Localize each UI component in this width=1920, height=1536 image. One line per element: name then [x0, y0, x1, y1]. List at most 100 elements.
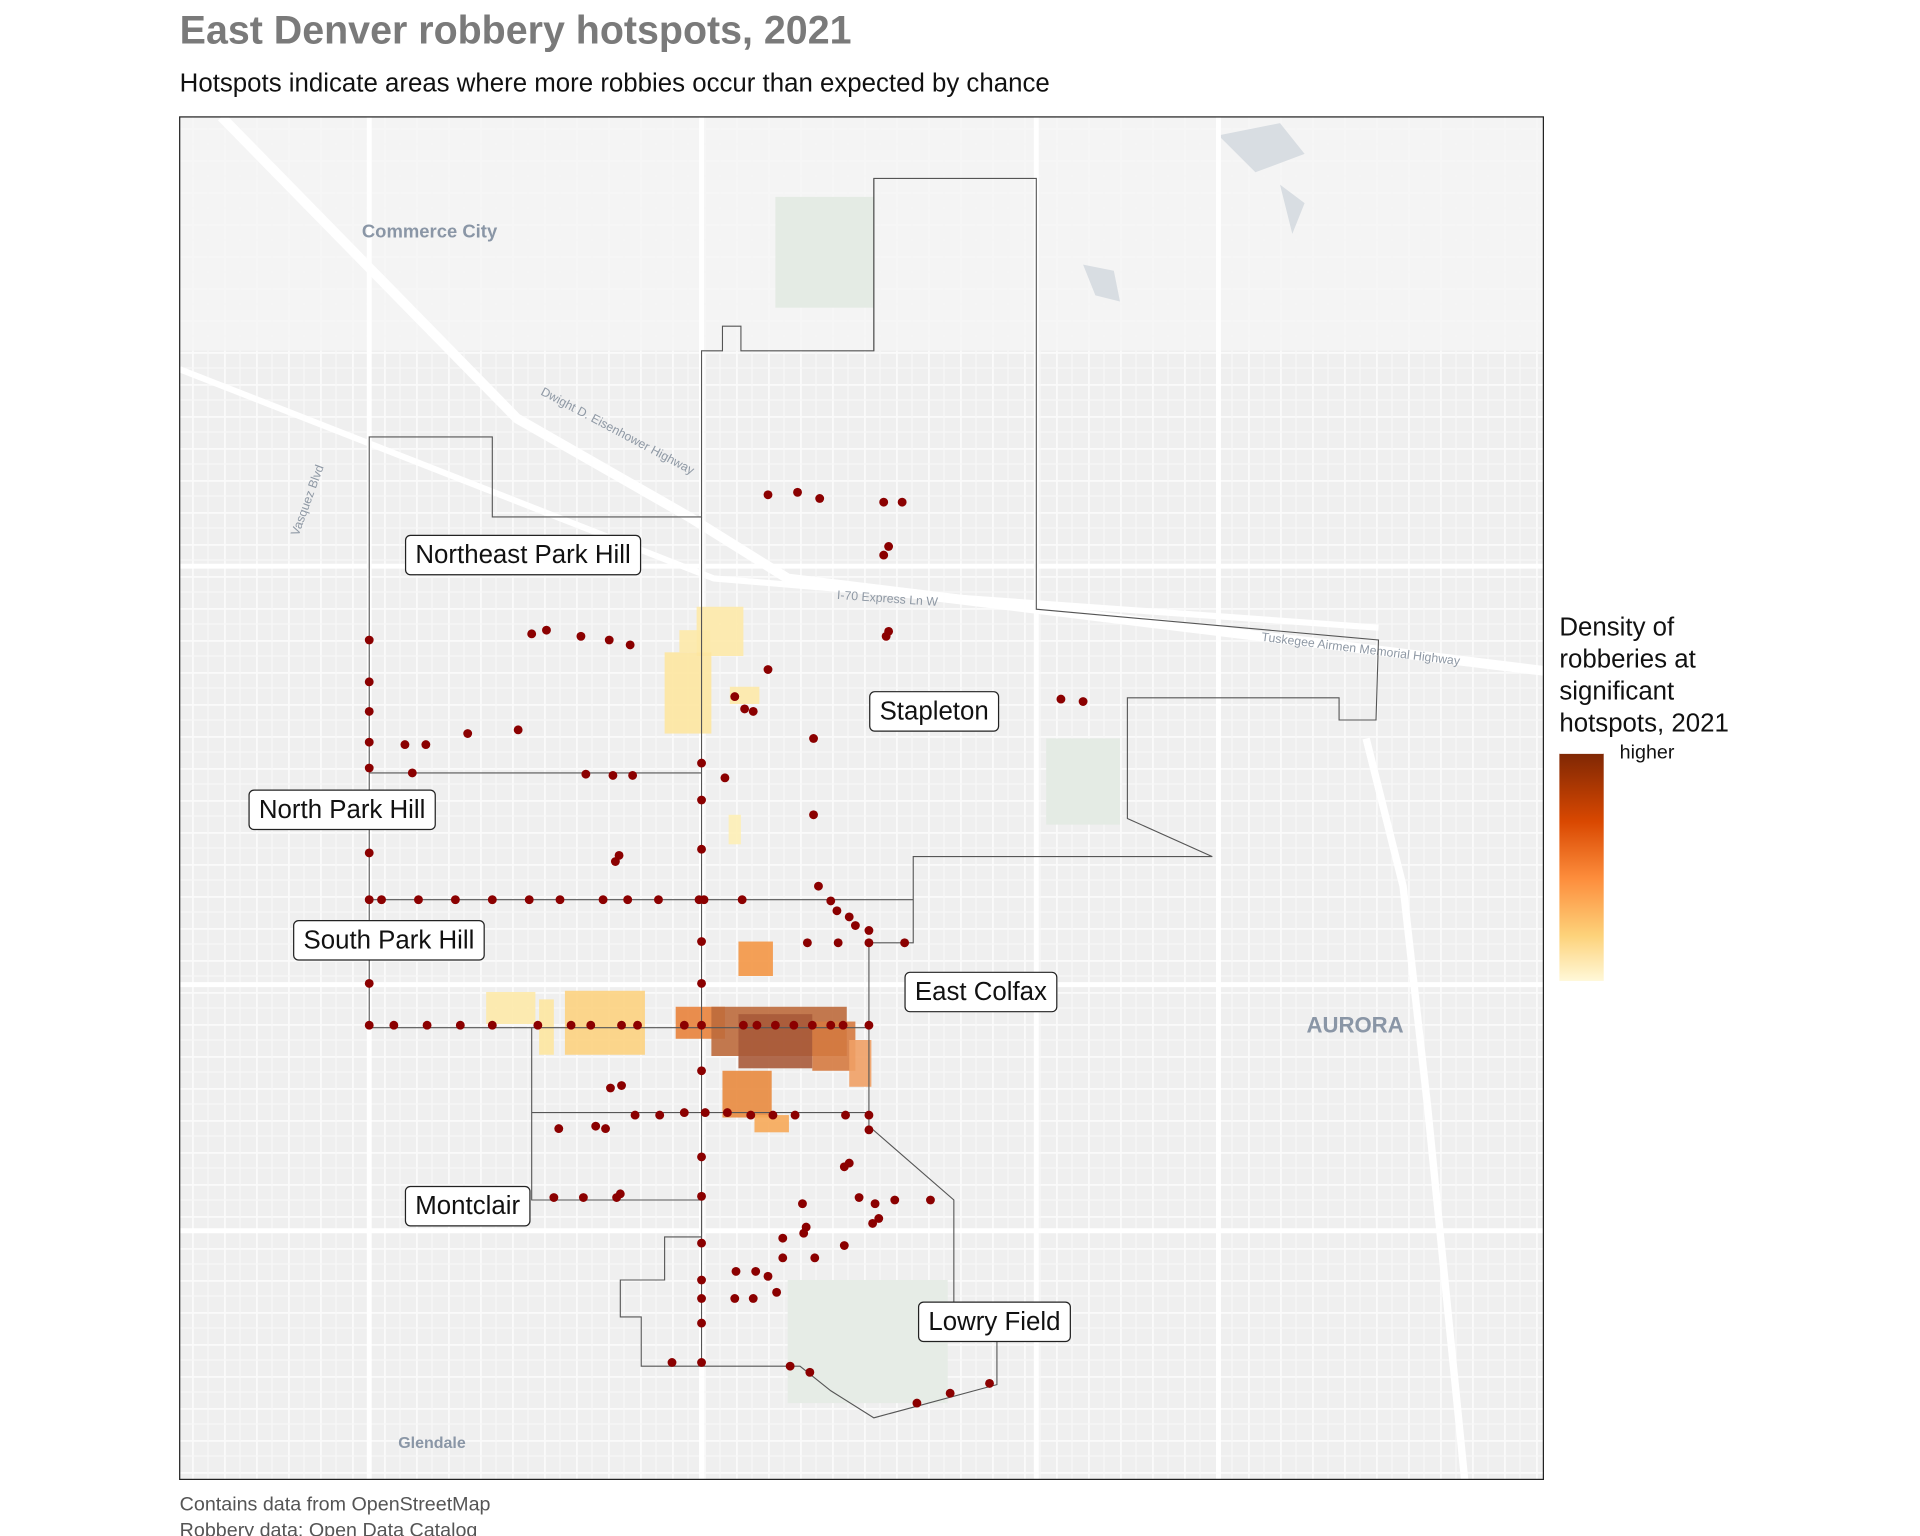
- robbery-point: [985, 1378, 994, 1388]
- robbery-point: [576, 631, 586, 641]
- caption: Contains data from OpenStreetMap: [180, 1493, 491, 1515]
- robbery-point: [805, 1367, 815, 1377]
- robbery-point: [407, 768, 417, 778]
- robbery-point: [751, 1266, 761, 1276]
- robbery-point: [870, 1199, 880, 1209]
- robbery-point: [864, 926, 874, 935]
- robbery-point: [697, 795, 706, 805]
- robbery-point: [879, 550, 889, 560]
- caption: Robbery data: Open Data Catalog: [180, 1519, 478, 1536]
- hotspot-cell: [754, 1115, 789, 1133]
- robbery-point: [697, 978, 706, 988]
- robbery-point: [864, 1020, 874, 1030]
- robbery-point: [364, 677, 374, 687]
- robbery-point: [630, 1110, 640, 1120]
- hotspot-cell: [679, 630, 711, 653]
- robbery-point: [809, 734, 818, 743]
- place-label: Commerce City: [362, 220, 498, 241]
- robbery-point: [697, 1066, 706, 1076]
- robbery-point: [778, 1253, 788, 1263]
- subtitle: Hotspots indicate areas where more robbi…: [180, 70, 1050, 98]
- label-box: [904, 971, 1058, 1013]
- robbery-point: [450, 895, 460, 905]
- robbery-point: [364, 1020, 374, 1030]
- neighborhood-name: Lowry Field: [928, 1308, 1060, 1336]
- label-box: [404, 1185, 531, 1227]
- neighborhood-name: Montclair: [415, 1192, 520, 1220]
- robbery-point: [697, 1020, 706, 1030]
- robbery-point: [864, 1125, 874, 1135]
- robbery-point: [850, 921, 860, 930]
- robbery-point: [785, 1361, 795, 1371]
- robbery-point: [554, 1124, 564, 1134]
- robbery-point: [810, 1253, 820, 1263]
- robbery-point: [912, 1398, 922, 1408]
- robbery-point: [667, 1358, 677, 1367]
- legend-colorbar: [1559, 753, 1604, 981]
- place-label: AURORA: [1306, 1012, 1403, 1037]
- robbery-point: [389, 1020, 399, 1030]
- robbery-point: [737, 895, 747, 905]
- park: [775, 196, 874, 308]
- robbery-point: [455, 1020, 465, 1030]
- robbery-point: [591, 1121, 601, 1131]
- neighborhood-label: East Colfax: [904, 971, 1058, 1013]
- label-box: [293, 920, 485, 961]
- robbery-point: [748, 1294, 758, 1303]
- robbery-point: [421, 740, 431, 750]
- robbery-point: [697, 758, 706, 768]
- robbery-point: [884, 542, 894, 551]
- robbery-point: [814, 881, 823, 891]
- robbery-point: [581, 769, 591, 779]
- hotspot-cell: [812, 1021, 856, 1071]
- robbery-point: [826, 896, 836, 906]
- robbery-point: [772, 1287, 782, 1297]
- robbery-point: [838, 1020, 848, 1030]
- label-box: [404, 534, 642, 576]
- robbery-point: [790, 1110, 800, 1120]
- robbery-point: [778, 1233, 788, 1243]
- robbery-point: [854, 1193, 864, 1202]
- robbery-point: [864, 938, 874, 948]
- robbery-point: [377, 895, 386, 905]
- neighborhood-name: Stapleton: [880, 697, 989, 725]
- legend-title-line: significant: [1559, 678, 1674, 706]
- robbery-point: [844, 912, 854, 922]
- label-box: [917, 1301, 1071, 1343]
- neighborhood-labels: Northeast Park Hill North Park Hill South …: [248, 534, 1071, 1343]
- robbery-point: [697, 844, 706, 854]
- robbery-point: [364, 706, 374, 716]
- robbery-point: [364, 978, 374, 988]
- robbery-point: [890, 1195, 900, 1205]
- robbery-point: [945, 1388, 955, 1398]
- robbery-point: [617, 1081, 626, 1090]
- legend-title-line: Density of: [1559, 614, 1675, 642]
- hotspot-cell: [486, 992, 536, 1024]
- road-label: I-70 Express Ln W: [836, 588, 938, 609]
- robbery-point: [566, 1020, 576, 1030]
- neighborhood-name: North Park Hill: [259, 796, 425, 824]
- robbery-point: [1078, 697, 1088, 706]
- robbery-point: [628, 770, 638, 780]
- robbery-point: [770, 1020, 780, 1030]
- robbery-point: [730, 692, 740, 702]
- robbery-point: [740, 704, 750, 714]
- robbery-point: [697, 1275, 706, 1285]
- park: [1046, 738, 1120, 825]
- label-box: [248, 789, 436, 831]
- robbery-point: [864, 1110, 874, 1120]
- robbery-point: [926, 1195, 935, 1205]
- neighborhood-label: Stapleton: [869, 691, 1000, 732]
- robbery-point: [697, 1152, 706, 1162]
- robbery-point: [722, 1108, 732, 1118]
- robbery-point: [586, 1020, 596, 1030]
- robbery-point: [793, 487, 802, 497]
- legend-label: higher: [1620, 741, 1675, 763]
- neighborhood-label: Northeast Park Hill: [404, 534, 642, 576]
- robbery-point: [748, 706, 758, 716]
- robbery-point: [697, 1191, 706, 1201]
- robbery-point: [487, 895, 497, 905]
- robbery-point: [768, 1110, 778, 1120]
- robbery-point: [1056, 694, 1066, 704]
